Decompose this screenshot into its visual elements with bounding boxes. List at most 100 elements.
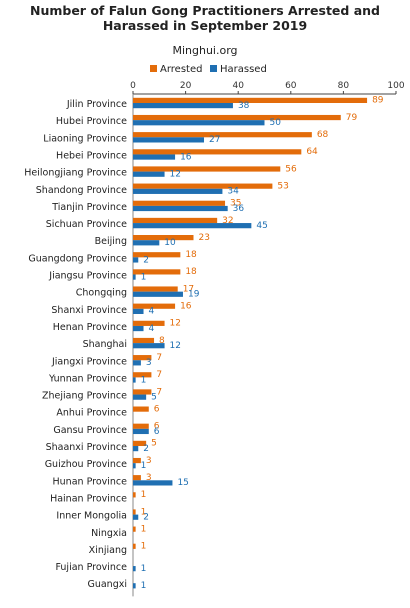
data-label-harassed: 2 [143,513,149,523]
data-label-arrested: 18 [185,250,197,260]
category-label: Shandong Province [36,185,127,196]
category-label: Shaanxi Province [46,442,128,453]
chart-title-line2: Harassed in September 2019 [102,18,308,33]
category-label: Tianjin Province [51,202,127,213]
data-label-harassed: 34 [227,187,239,197]
data-label-harassed: 12 [170,170,181,180]
bar-harassed [133,171,165,177]
data-label-arrested: 89 [372,96,384,106]
bar-harassed [133,377,136,383]
data-label-harassed: 1 [141,581,147,591]
bar-harassed [133,291,183,297]
data-label-arrested: 6 [154,422,160,432]
bar-arrested [133,217,218,224]
data-label-arrested: 8 [159,336,165,346]
bar-harassed [133,343,165,349]
data-label-harassed: 10 [164,238,176,248]
bar-harassed [133,360,141,366]
category-label: Liaoning Province [43,133,127,144]
bar-harassed [133,257,139,263]
data-label-harassed: 1 [141,375,147,385]
bar-harassed [133,480,173,486]
bar-arrested [133,252,181,258]
data-label-arrested: 12 [170,319,181,329]
data-label-arrested: 53 [277,181,288,191]
data-label-harassed: 38 [238,101,250,111]
bar-harassed [133,223,252,229]
data-label-arrested: 68 [317,130,329,140]
bar-arrested [133,183,273,189]
category-label: Shanghai [83,339,127,350]
x-tick-label: 80 [338,81,350,91]
bar-harassed [133,240,160,246]
category-label: Guangxi [87,579,127,590]
category-label: Fujian Province [55,562,127,573]
bar-arrested [133,303,176,309]
bar-harassed [133,188,223,194]
legend-label-harassed: Harassed [220,64,267,75]
bar-harassed [133,394,147,400]
data-label-harassed: 2 [143,444,149,454]
bar-arrested [133,200,226,206]
bar-arrested [133,440,147,446]
category-label: Shanxi Province [51,305,127,316]
bar-arrested [133,406,149,412]
x-tick-label: 40 [232,81,244,91]
data-label-harassed: 16 [180,152,192,162]
data-label-arrested: 6 [154,404,160,414]
category-label: Henan Province [53,322,127,333]
data-label-arrested: 1 [141,507,147,517]
bar-harassed [133,583,136,589]
data-label-harassed: 50 [270,118,282,128]
legend-swatch-arrested [150,65,157,72]
category-label: Gansu Province [53,425,127,436]
bar-arrested [133,269,181,275]
bar-harassed [133,205,228,212]
data-label-harassed: 1 [141,272,147,282]
data-label-arrested: 5 [151,439,157,449]
legend-label-arrested: Arrested [160,64,202,75]
data-label-harassed: 45 [256,221,267,231]
category-label: Hubei Province [56,116,127,127]
chart-subtitle: Minghui.org [172,44,238,57]
category-label: Zhejiang Province [42,391,127,402]
bar-arrested [133,337,155,344]
chart-title: Number of Falun Gong Practitioners Arres… [0,3,410,33]
data-label-arrested: 56 [285,164,297,174]
bar-harassed [133,566,136,572]
x-tick-label: 60 [285,81,297,91]
data-label-harassed: 2 [143,255,149,265]
data-label-harassed: 19 [188,290,200,300]
x-tick-label: 20 [180,81,192,91]
data-label-arrested: 18 [185,267,197,277]
data-label-arrested: 79 [346,113,358,123]
data-label-harassed: 5 [151,392,157,402]
bar-arrested [133,355,152,361]
bar-harassed [133,514,139,520]
bar-arrested [133,97,368,103]
data-label-harassed: 36 [233,204,245,214]
bar-arrested [133,475,141,481]
category-label: Hainan Province [50,493,127,504]
data-label-harassed: 1 [141,461,147,471]
bar-arrested [133,492,136,498]
bar-arrested [133,372,152,378]
data-label-arrested: 3 [146,473,152,483]
category-label: Beijing [95,236,127,247]
data-label-harassed: 6 [154,427,160,437]
data-label-arrested: 16 [180,302,192,312]
bar-arrested [133,457,141,464]
bar-harassed [133,137,205,143]
bar-arrested [133,509,136,515]
bar-arrested [133,526,136,532]
data-label-arrested: 1 [141,490,147,500]
category-label: Hebei Province [56,150,127,161]
bar-harassed [133,325,144,332]
bar-arrested [133,114,341,121]
category-label: Yunnan Province [48,373,127,384]
category-label: Jilin Province [66,99,127,110]
bar-arrested [133,423,149,429]
data-label-arrested: 32 [222,216,233,226]
bar-arrested [133,149,302,155]
data-label-harassed: 1 [141,564,147,574]
